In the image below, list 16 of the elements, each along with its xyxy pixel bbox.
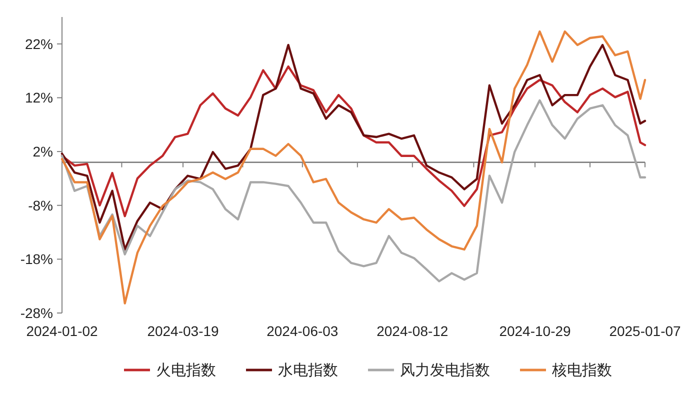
x-tick-label: 2024-06-03 bbox=[266, 323, 338, 339]
x-tick-label: 2025-01-07 bbox=[609, 323, 682, 339]
x-tick-label: 2024-08-12 bbox=[376, 323, 448, 339]
x-tick-label: 2024-01-02 bbox=[26, 323, 98, 339]
legend-label: 风力发电指数 bbox=[400, 362, 490, 379]
x-tick-label: 2024-10-29 bbox=[499, 323, 572, 339]
y-tick-label: 22% bbox=[24, 36, 53, 52]
x-tick-label: 2024-03-19 bbox=[147, 323, 220, 339]
y-tick-label: -8% bbox=[28, 197, 53, 214]
legend-label: 水电指数 bbox=[278, 362, 338, 379]
legend-label: 核电指数 bbox=[551, 362, 612, 379]
y-tick-label: 12% bbox=[24, 90, 53, 106]
legend-label: 火电指数 bbox=[156, 362, 216, 379]
y-tick-label: -18% bbox=[20, 251, 53, 268]
y-tick-label: 2% bbox=[32, 144, 53, 160]
y-tick-label: -28% bbox=[20, 305, 53, 321]
